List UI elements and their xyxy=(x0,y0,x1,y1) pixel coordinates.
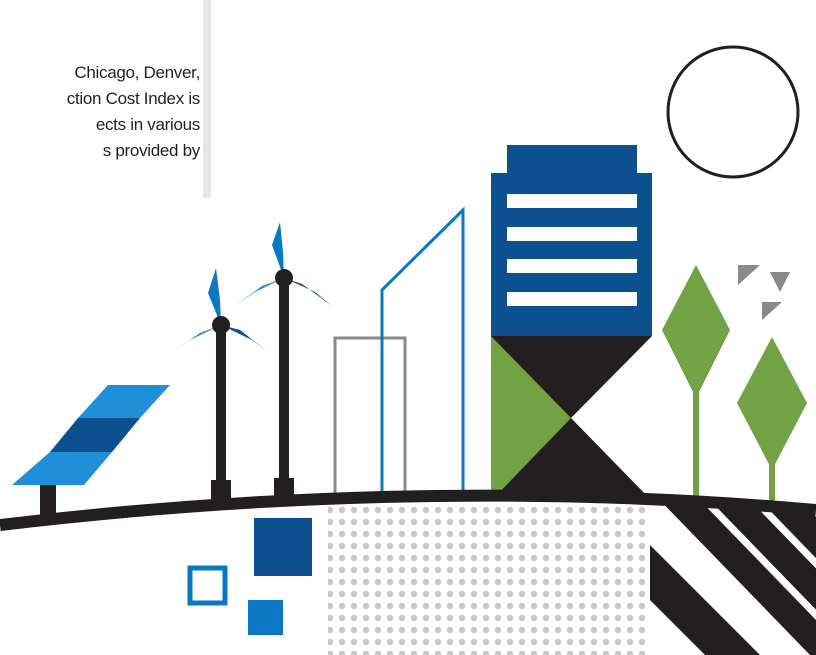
blue-outline-tower xyxy=(380,206,465,498)
text-line-3: ects in various xyxy=(95,115,200,134)
tree-icon xyxy=(662,265,730,500)
tree-icon-2 xyxy=(737,337,807,510)
text-line-1: Chicago, Denver, xyxy=(74,63,200,82)
square-mid-blue xyxy=(248,600,283,635)
bird-icon xyxy=(738,265,790,320)
sun-icon xyxy=(666,45,800,179)
text-line-4: s provided by xyxy=(102,141,201,160)
intro-text: Chicago, Denver, ction Cost Index is ect… xyxy=(0,60,201,164)
sidebar-divider xyxy=(203,0,211,198)
building-icon xyxy=(491,145,652,501)
solar-panel-icon xyxy=(12,385,170,532)
hill-icon xyxy=(0,495,816,655)
wind-turbine-icon-2 xyxy=(236,222,332,503)
square-dark-blue xyxy=(254,518,312,576)
gray-outline-building xyxy=(333,336,407,500)
text-line-2: ction Cost Index is xyxy=(66,89,201,108)
wind-turbine-icon xyxy=(172,268,268,505)
square-outline xyxy=(187,565,228,606)
hill-outline xyxy=(0,489,816,531)
